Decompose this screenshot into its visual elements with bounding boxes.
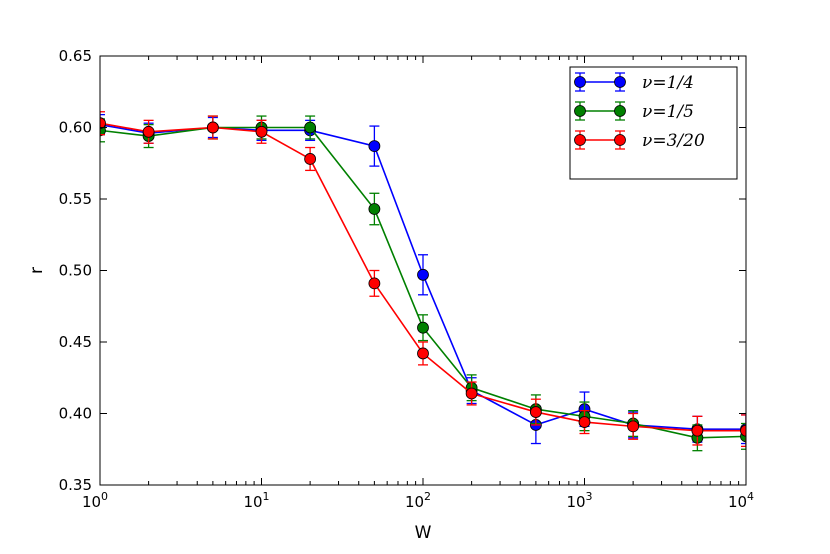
legend-item: ν=3/20 (574, 130, 705, 151)
x-tick-label: 103 (566, 490, 592, 511)
legend-marker (574, 134, 586, 146)
series-3 (100, 111, 746, 448)
data-point (304, 121, 317, 134)
data-point (417, 321, 429, 334)
data-point (368, 140, 381, 152)
legend-marker (574, 105, 586, 117)
legend-label: ν=1/4 (642, 73, 694, 93)
y-tick-label: 0.45 (59, 333, 92, 351)
y-tick-label: 0.65 (59, 47, 92, 65)
x-tick-base: 10 (82, 493, 101, 511)
data-point (529, 406, 542, 418)
y-tick-label: 0.55 (59, 190, 92, 208)
data-point (691, 424, 704, 437)
data-point (417, 347, 429, 360)
data-point (368, 203, 381, 215)
x-tick-label: 100 (82, 490, 108, 511)
data-point (304, 153, 317, 165)
y-axis-label: r (27, 267, 47, 274)
legend-box (569, 66, 738, 180)
y-tick-label: 0.35 (59, 476, 92, 494)
legend-label: ν=1/5 (642, 102, 694, 122)
data-point (578, 416, 591, 428)
x-tick-label: 101 (243, 490, 269, 511)
data-point (627, 420, 640, 433)
legend-item: ν=1/4 (574, 72, 694, 93)
legend-marker (614, 76, 626, 88)
series-layer (100, 111, 746, 452)
data-point (368, 277, 381, 290)
data-point (255, 125, 268, 138)
x-tick-base: 10 (243, 493, 262, 511)
data-point (206, 121, 219, 134)
y-tick-label: 0.60 (59, 119, 92, 137)
x-tick-exponent: 1 (263, 490, 270, 503)
y-tick-label: 0.50 (59, 262, 92, 280)
x-tick-exponent: 4 (747, 490, 754, 503)
x-tick-exponent: 2 (424, 490, 431, 503)
legend-marker (614, 105, 626, 117)
data-point (417, 268, 429, 281)
legend: ν=1/4 ν=1/5 ν=3/20 (569, 66, 738, 180)
legend-marker (614, 134, 626, 146)
data-point (465, 387, 478, 400)
legend-label: ν=3/20 (642, 131, 705, 151)
data-point (100, 117, 106, 130)
x-tick-exponent: 0 (101, 490, 108, 503)
x-tick-label: 104 (728, 490, 754, 511)
x-tick-exponent: 3 (586, 490, 593, 503)
x-axis-label: W (415, 523, 432, 543)
x-tick-base: 10 (728, 493, 747, 511)
x-tick-base: 10 (566, 493, 585, 511)
data-point (740, 424, 746, 437)
legend-item: ν=1/5 (574, 101, 694, 122)
legend-marker (574, 76, 586, 88)
data-point (142, 125, 155, 138)
x-tick-base: 10 (405, 493, 424, 511)
y-tick-label: 0.40 (59, 405, 92, 423)
x-tick-label: 102 (405, 490, 431, 511)
